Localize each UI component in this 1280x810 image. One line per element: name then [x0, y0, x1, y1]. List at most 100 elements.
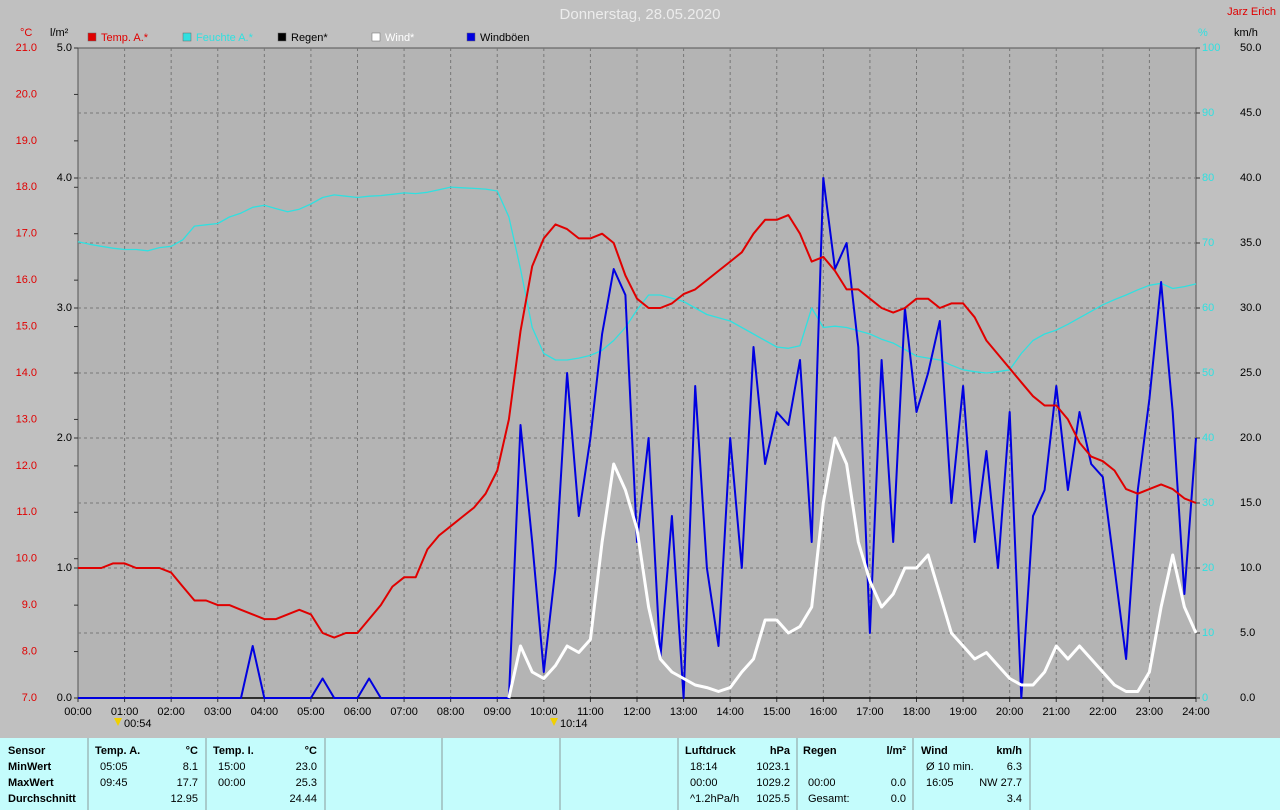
section-unit: km/h: [996, 745, 1022, 757]
cell-time: 00:00: [808, 777, 836, 789]
x-tick-label: 22:00: [1089, 706, 1117, 718]
cell-value: 8.1: [183, 761, 198, 773]
annotation: 10:14: [560, 718, 588, 730]
cell-time: 00:00: [218, 777, 246, 789]
y-tick-label: 30: [1202, 497, 1214, 509]
legend-label: Feuchte A.*: [196, 32, 254, 44]
chart-title: Donnerstag, 28.05.2020: [560, 6, 721, 23]
row-label: MinWert: [8, 761, 52, 773]
legend-swatch: [277, 32, 287, 42]
y-tick-label: 100: [1202, 42, 1220, 54]
cell-value: 0.0: [891, 793, 906, 805]
x-tick-label: 16:00: [810, 706, 838, 718]
x-tick-label: 13:00: [670, 706, 698, 718]
x-tick-label: 08:00: [437, 706, 465, 718]
y-tick-label: 21.0: [16, 42, 37, 54]
x-tick-label: 11:00: [577, 706, 604, 718]
cell-time: 00:00: [690, 777, 718, 789]
legend-label: Regen*: [291, 32, 328, 44]
cell-value: 1029.2: [756, 777, 790, 789]
y-tick-label: 18.0: [16, 181, 37, 193]
series-line: [507, 436, 1198, 699]
y-tick-label: 60: [1202, 302, 1214, 314]
legend-swatch: [466, 32, 476, 42]
y-tick-label: 5.0: [57, 42, 72, 54]
x-tick-label: 04:00: [251, 706, 279, 718]
unit-wind: km/h: [1234, 27, 1258, 39]
y-tick-label: 15.0: [16, 320, 37, 332]
sun-icon: [550, 718, 558, 726]
y-tick-label: 10.0: [1240, 562, 1261, 574]
x-tick-label: 03:00: [204, 706, 232, 718]
x-tick-label: 09:00: [483, 706, 511, 718]
y-tick-label: 50: [1202, 367, 1214, 379]
cell-value: 12.95: [170, 793, 198, 805]
x-tick-label: 01:00: [111, 706, 139, 718]
x-tick-label: 12:00: [623, 706, 651, 718]
y-tick-label: 20.0: [16, 88, 37, 100]
y-tick-label: 80: [1202, 172, 1214, 184]
x-tick-label: 10:00: [530, 706, 558, 718]
cell-value: 0.0: [891, 777, 906, 789]
section-unit: °C: [186, 745, 198, 757]
cell-value: 1025.5: [756, 793, 790, 805]
section-name: Temp. I.: [213, 745, 254, 757]
y-tick-label: 1.0: [57, 562, 72, 574]
annotation: 00:54: [124, 718, 152, 730]
row-label: Durchschnitt: [8, 793, 76, 805]
section-name: Regen: [803, 745, 837, 757]
y-tick-label: 70: [1202, 237, 1214, 249]
legend-label: Wind*: [385, 32, 415, 44]
cell-value: 24.44: [289, 793, 317, 805]
y-tick-label: 3.0: [57, 302, 72, 314]
y-tick-label: 30.0: [1240, 302, 1261, 314]
series-line: [78, 177, 1197, 699]
section-name: Temp. A.: [95, 745, 140, 757]
cell-time: ^1.2hPa/h: [690, 793, 739, 805]
y-tick-label: 5.0: [1240, 627, 1255, 639]
legend-swatch: [87, 32, 97, 42]
y-tick-label: 14.0: [16, 367, 37, 379]
cell-time: 05:05: [100, 761, 128, 773]
x-tick-label: 19:00: [949, 706, 977, 718]
cell-time: Ø 10 min.: [926, 761, 974, 773]
y-tick-label: 50.0: [1240, 42, 1261, 54]
legend-swatch: [371, 32, 381, 42]
legend-swatch: [182, 32, 192, 42]
y-tick-label: 8.0: [22, 645, 37, 657]
x-tick-label: 05:00: [297, 706, 325, 718]
x-tick-label: 02:00: [157, 706, 185, 718]
y-tick-label: 25.0: [1240, 367, 1261, 379]
cell-time: 16:05: [926, 777, 954, 789]
x-tick-label: 18:00: [903, 706, 931, 718]
y-tick-label: 19.0: [16, 135, 37, 147]
series-line: [78, 214, 1197, 639]
unit-humidity: %: [1198, 27, 1208, 39]
x-tick-label: 07:00: [390, 706, 418, 718]
y-tick-label: 10.0: [16, 553, 37, 565]
cell-time: 15:00: [218, 761, 246, 773]
y-tick-label: 2.0: [57, 432, 72, 444]
x-tick-label: 21:00: [1042, 706, 1070, 718]
table-separators: [87, 738, 1031, 810]
section-name: Wind: [921, 745, 948, 757]
y-tick-label: 90: [1202, 107, 1214, 119]
stats-table: [0, 738, 1280, 810]
y-tick-label: 0.0: [57, 692, 72, 704]
y-tick-label: 0.0: [1240, 692, 1255, 704]
y-tick-label: 40.0: [1240, 172, 1261, 184]
x-tick-label: 15:00: [763, 706, 791, 718]
cell-value: 23.0: [296, 761, 317, 773]
cell-time: 18:14: [690, 761, 718, 773]
cell-value: 17.7: [177, 777, 198, 789]
cell-value: NW 27.7: [979, 777, 1022, 789]
author: Jarz Erich: [1227, 6, 1276, 18]
unit-temp: °C: [20, 27, 32, 39]
y-tick-label: 15.0: [1240, 497, 1261, 509]
y-tick-label: 13.0: [16, 413, 37, 425]
cell-value: 3.4: [1007, 793, 1022, 805]
cell-value: 25.3: [296, 777, 317, 789]
y-tick-label: 35.0: [1240, 237, 1261, 249]
row-label: MaxWert: [8, 777, 54, 789]
